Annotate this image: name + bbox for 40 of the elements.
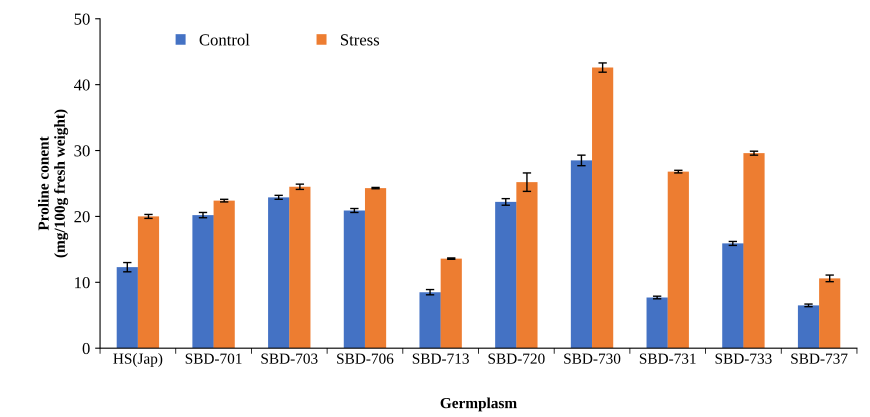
legend-label: Control — [200, 34, 250, 46]
bar — [819, 278, 840, 348]
bar — [192, 215, 214, 348]
bar — [419, 292, 441, 348]
y-tick-label: 50 — [74, 13, 90, 25]
x-tick-label: SBD-703 — [261, 354, 318, 364]
x-tick-label: HS(Jap) — [113, 353, 162, 367]
x-tick-label: SBD-713 — [412, 354, 469, 364]
bar — [743, 153, 765, 348]
bar — [214, 200, 235, 348]
bar — [289, 186, 310, 348]
x-tick-label: SBD-706 — [337, 354, 394, 364]
bar — [116, 267, 138, 348]
x-tick-label: SBD-733 — [716, 354, 772, 364]
bar — [440, 258, 462, 348]
y-tick-label: 20 — [74, 211, 90, 222]
bar — [516, 182, 538, 348]
bar — [668, 172, 689, 348]
bar — [592, 68, 614, 348]
x-tick-label: SBD-731 — [640, 354, 696, 364]
bar — [798, 305, 820, 348]
bar — [722, 243, 744, 348]
x-tick-label: SBD-730 — [564, 354, 620, 364]
bar — [646, 297, 668, 348]
y-tick-label: 30 — [74, 145, 90, 156]
bar — [495, 202, 516, 348]
legend-label: Stress — [340, 34, 380, 46]
bar — [364, 188, 386, 348]
y-tick-label: 0 — [82, 342, 90, 354]
x-tick-label: SBD-720 — [488, 354, 545, 364]
bar — [268, 197, 290, 348]
x-tick-label: SBD-737 — [791, 354, 848, 364]
y-axis-title: Proline conent (mg/100g fresh weight) — [38, 110, 68, 258]
y-tick-label: 40 — [74, 79, 90, 91]
bar — [344, 210, 365, 348]
y-tick-label: 10 — [75, 277, 90, 288]
x-tick-label: SBD-701 — [186, 354, 242, 364]
bar — [138, 216, 160, 348]
x-axis-title: Germplasm — [440, 397, 517, 412]
bar — [570, 160, 592, 348]
